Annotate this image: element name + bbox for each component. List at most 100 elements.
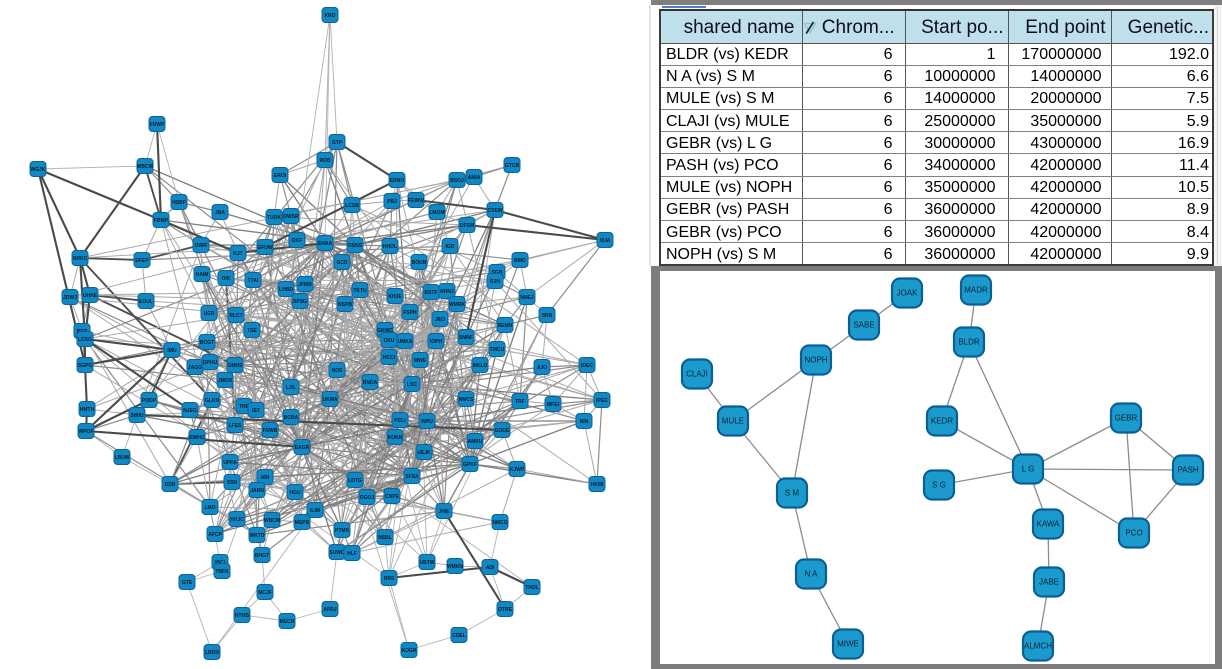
svg-text:SMNF: SMNF <box>459 335 473 341</box>
svg-text:BSOJ: BSOJ <box>450 178 464 184</box>
svg-text:MIWE: MIWE <box>837 640 859 649</box>
svg-text:JHIE: JHIE <box>438 509 450 515</box>
svg-text:HHOL: HHOL <box>383 244 397 250</box>
svg-text:LMO: LMO <box>204 505 215 511</box>
svg-text:GFUW: GFUW <box>257 245 273 251</box>
svg-text:PASH: PASH <box>1177 466 1198 475</box>
svg-text:LBUW: LBUW <box>115 455 130 461</box>
svg-text:TRF: TRF <box>515 399 525 405</box>
svg-text:NMCO: NMCO <box>492 520 507 526</box>
svg-text:GPKF: GPKF <box>463 462 477 468</box>
svg-text:KJWP: KJWP <box>510 467 525 473</box>
svg-text:BOUB: BOUB <box>412 260 427 266</box>
svg-text:MECR: MECR <box>280 619 295 625</box>
svg-text:TBFK: TBFK <box>215 569 229 575</box>
svg-text:EWHC: EWHC <box>189 435 205 441</box>
svg-text:GEBR: GEBR <box>1115 414 1138 423</box>
svg-text:IDEC: IDEC <box>581 363 593 369</box>
svg-text:GTE: GTE <box>182 580 193 586</box>
svg-text:WMKN: WMKN <box>447 564 463 570</box>
svg-text:JAGG: JAGG <box>188 365 202 371</box>
svg-text:ROB: ROB <box>319 158 331 164</box>
svg-text:S G: S G <box>932 481 946 490</box>
svg-text:NSPB: NSPB <box>338 302 352 308</box>
svg-text:KOGR: KOGR <box>402 648 417 654</box>
svg-text:EROI: EROI <box>274 173 287 179</box>
svg-text:DKF: DKF <box>292 238 302 244</box>
svg-text:REMH: REMH <box>498 323 513 329</box>
svg-text:IST: IST <box>252 408 260 414</box>
svg-text:JBA: JBA <box>215 210 225 216</box>
svg-text:HSBF: HSBF <box>172 200 186 206</box>
svg-text:HHJC: HHJC <box>230 517 244 523</box>
svg-text:NNEJ: NNEJ <box>520 295 534 301</box>
svg-text:LSC: LSC <box>407 382 417 388</box>
svg-text:TKTU: TKTU <box>353 288 367 294</box>
svg-text:BMO: BMO <box>514 258 526 264</box>
svg-text:SNN: SNN <box>542 313 553 319</box>
svg-text:BCBA: BCBA <box>284 415 299 421</box>
svg-text:WKTD: WKTD <box>250 533 265 539</box>
svg-text:THOL: THOL <box>525 585 539 591</box>
svg-text:HKMI: HKMI <box>591 482 604 488</box>
svg-text:FNWP: FNWP <box>150 122 165 128</box>
svg-text:JDWJ: JDWJ <box>63 295 77 301</box>
svg-text:RNDA: RNDA <box>363 380 378 386</box>
svg-text:OSNS: OSNS <box>348 243 363 249</box>
svg-text:DDR: DDR <box>165 482 176 488</box>
svg-text:AFCP: AFCP <box>208 532 222 538</box>
svg-text:N A: N A <box>805 570 819 579</box>
svg-text:TUDK: TUDK <box>267 215 281 221</box>
svg-text:HCCI: HCCI <box>383 355 396 361</box>
svg-text:KRO: KRO <box>324 13 335 19</box>
svg-text:SUWC: SUWC <box>329 550 345 556</box>
svg-text:WPU: WPU <box>421 419 433 425</box>
svg-text:LFES: LFES <box>229 423 242 429</box>
svg-text:HAIM: HAIM <box>196 272 209 278</box>
svg-text:S M: S M <box>785 489 800 498</box>
svg-text:CSEW: CSEW <box>488 208 503 214</box>
svg-text:OWSR: OWSR <box>283 214 299 220</box>
svg-text:EOUL: EOUL <box>139 299 153 305</box>
svg-text:LJIL: LJIL <box>286 385 296 391</box>
svg-text:MCJF: MCJF <box>258 590 272 596</box>
svg-text:IMU: IMU <box>167 348 177 354</box>
svg-text:IOPH: IOPH <box>430 339 443 345</box>
svg-text:DFSM: DFSM <box>460 223 474 229</box>
svg-text:NOPH: NOPH <box>804 356 827 365</box>
svg-text:CDEL: CDEL <box>452 633 466 639</box>
svg-text:PCLI: PCLI <box>394 418 406 424</box>
svg-text:DFEP: DFEP <box>135 258 149 264</box>
svg-text:NSBL: NSBL <box>378 535 392 541</box>
svg-text:GODE: GODE <box>495 428 510 434</box>
svg-text:JOAK: JOAK <box>897 289 919 298</box>
svg-text:KAWA: KAWA <box>1037 520 1061 529</box>
svg-text:SGPG: SGPG <box>78 363 93 369</box>
svg-text:SSN: SSN <box>227 480 238 486</box>
svg-text:JFMR: JFMR <box>298 282 312 288</box>
svg-text:OWIF: OWIF <box>194 243 207 249</box>
svg-text:NOS: NOS <box>332 368 344 374</box>
svg-text:EAGR: EAGR <box>295 445 310 451</box>
svg-text:FSPH: FSPH <box>403 310 417 316</box>
svg-text:LBDN: LBDN <box>205 650 219 656</box>
svg-text:UEJK: UEJK <box>417 450 431 456</box>
svg-text:WPOF: WPOF <box>79 429 94 435</box>
svg-text:NUA: NUA <box>600 238 611 244</box>
svg-text:RRS: RRS <box>384 576 395 582</box>
svg-text:UCR: UCR <box>204 311 215 317</box>
svg-text:PODP: PODP <box>142 398 157 404</box>
svg-text:RHNJ: RHNJ <box>440 289 454 295</box>
svg-text:APDJ: APDJ <box>323 607 337 613</box>
svg-text:PBJ: PBJ <box>387 199 397 205</box>
svg-text:LCSG: LCSG <box>78 337 92 343</box>
svg-text:L G: L G <box>1022 465 1035 474</box>
svg-text:MKLD: MKLD <box>473 363 488 369</box>
svg-text:SABE: SABE <box>853 321 874 330</box>
svg-text:OGOJ: OGOJ <box>360 495 375 501</box>
svg-text:SFSA: SFSA <box>405 474 419 480</box>
svg-text:NJEG: NJEG <box>183 408 197 414</box>
svg-text:CLAJI: CLAJI <box>686 370 708 379</box>
svg-text:KHJE: KHJE <box>388 294 402 300</box>
svg-text:SPSG: SPSG <box>293 299 307 305</box>
